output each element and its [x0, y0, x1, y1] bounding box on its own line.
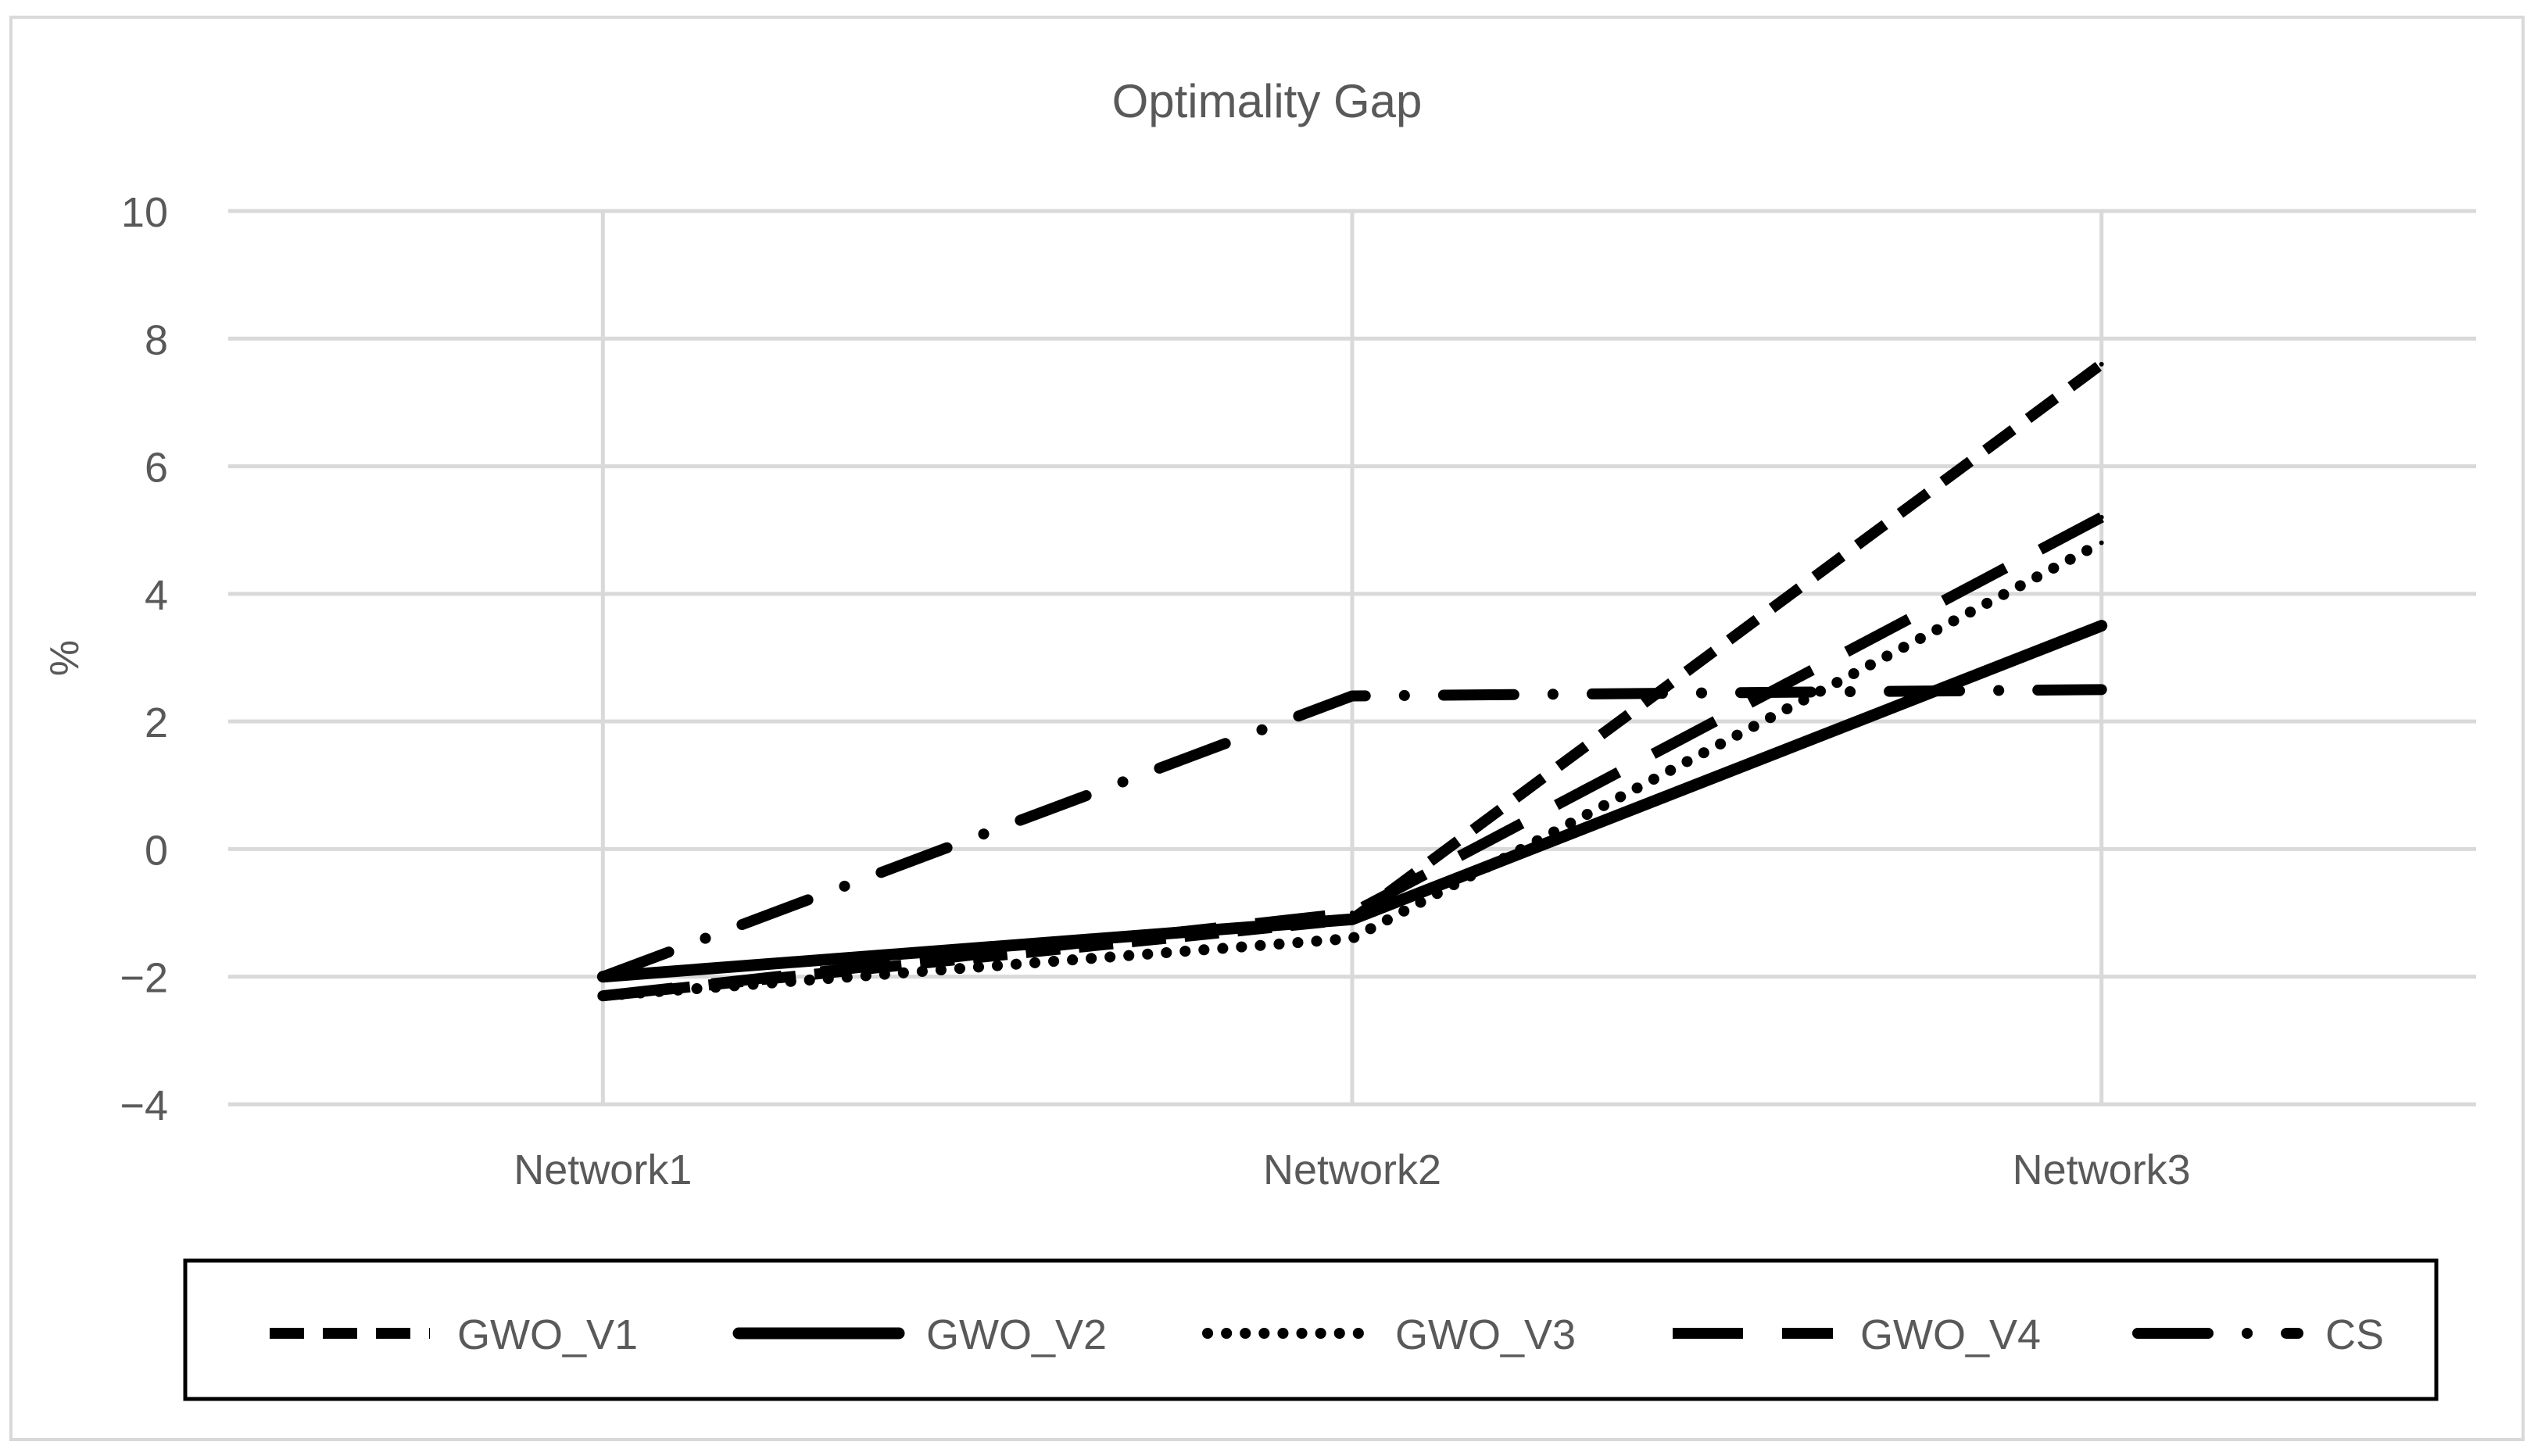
data-point-gwo_v4 — [1350, 910, 1355, 916]
y-tick-label: 0 — [145, 827, 168, 874]
legend: GWO_V1 GWO_V2 GWO_V3 GWO_V4 CS — [270, 1311, 2384, 1358]
legend-label-gwo_v2: GWO_V2 — [926, 1311, 1107, 1358]
y-tick-label: −4 — [120, 1082, 168, 1129]
y-tick-label: 8 — [145, 317, 168, 363]
y-axis-label: % — [42, 640, 88, 676]
y-tick-label: 6 — [145, 445, 168, 492]
y-tick-label: 10 — [121, 189, 168, 236]
y-tick-label: 2 — [145, 699, 168, 746]
data-point-gwo_v4 — [2099, 514, 2104, 520]
data-point-gwo_v3 — [2099, 540, 2104, 546]
data-point-cs — [600, 974, 606, 979]
legend-label-gwo_v3: GWO_V3 — [1395, 1311, 1576, 1358]
chart-title: Optimality Gap — [1112, 75, 1423, 127]
data-point-gwo_v1 — [2099, 361, 2104, 367]
data-point-gwo_v2 — [2099, 623, 2104, 628]
x-axis-ticks: Network1 Network2 Network3 — [514, 1147, 2190, 1193]
legend-box — [183, 1258, 2439, 1401]
y-axis-ticks: −4 −2 0 2 4 6 8 10 — [120, 189, 168, 1129]
x-tick-label: Network1 — [514, 1147, 692, 1193]
x-tick-label: Network3 — [2013, 1147, 2191, 1193]
data-point-gwo_v2 — [1350, 917, 1355, 922]
legend-label-gwo_v1: GWO_V1 — [457, 1311, 638, 1358]
data-point-gwo_v4 — [600, 993, 606, 999]
x-tick-label: Network2 — [1263, 1147, 1441, 1193]
series-line-gwo_v4 — [602, 512, 2104, 1002]
legend-label-cs: CS — [2325, 1311, 2384, 1358]
data-point-cs — [2099, 687, 2104, 692]
y-tick-label: −2 — [120, 955, 168, 1002]
y-tick-label: 4 — [145, 572, 168, 619]
series-lines — [596, 360, 2108, 1002]
data-point-cs — [1350, 693, 1355, 699]
legend-label-gwo_v4: GWO_V4 — [1860, 1311, 2041, 1358]
data-point-gwo_v3 — [1350, 935, 1355, 941]
